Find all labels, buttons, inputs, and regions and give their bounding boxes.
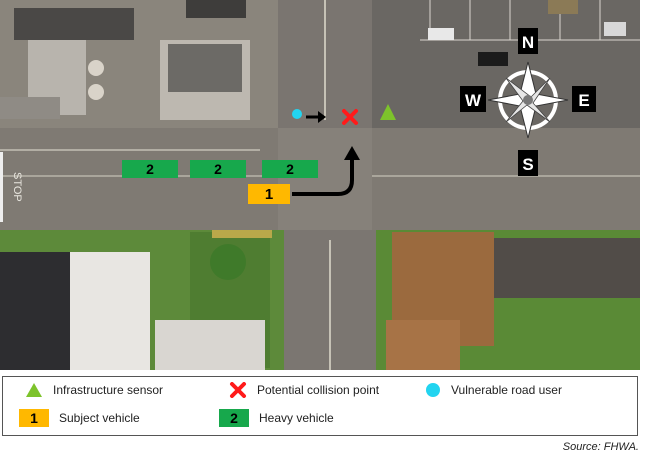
heavy-vehicle-badge	[122, 160, 178, 178]
legend-item-heavy-vehicle: 2 Heavy vehicle	[219, 407, 334, 429]
vru-arrowhead	[318, 111, 326, 123]
heavy-vehicle-badge	[262, 160, 318, 178]
nw-building-roof	[14, 8, 134, 40]
umbrella	[88, 60, 104, 76]
nw-building-2-roof	[168, 44, 242, 92]
se-houses-dark	[494, 238, 640, 298]
stop-marking: STOP	[11, 172, 23, 202]
hedge	[212, 230, 272, 238]
sw-building-2	[155, 320, 265, 370]
red-x-icon	[230, 382, 246, 398]
parked-car	[478, 52, 508, 66]
legend-label: Infrastructure sensor	[53, 383, 164, 397]
subject-vehicle-path	[292, 158, 354, 196]
subject-vehicle-swatch: 1	[19, 409, 49, 427]
heavy-vehicle-swatch: 2	[219, 409, 249, 427]
compass-west-label: W	[465, 91, 482, 110]
compass-rose: N S W E	[460, 28, 596, 176]
compass-south-box	[518, 150, 538, 176]
subject-vehicle-badge	[248, 184, 290, 204]
parked-car	[604, 22, 626, 36]
heavy-vehicle-label: 2	[286, 161, 294, 177]
parked-car	[428, 28, 454, 40]
legend-label: Potential collision point	[257, 383, 380, 397]
crosswalk-west	[0, 152, 3, 222]
subject-vehicle-arrowhead	[344, 146, 360, 160]
legend-item-collision-point: Potential collision point	[229, 379, 379, 401]
nw-building-3	[186, 0, 246, 18]
compass-east-label: E	[578, 91, 589, 110]
sw-apartment-roof	[0, 252, 70, 370]
legend-label: Heavy vehicle	[259, 411, 334, 425]
tree	[210, 244, 246, 280]
heavy-vehicle-label: 2	[146, 161, 154, 177]
legend-label: Subject vehicle	[59, 411, 140, 425]
legend-item-vulnerable-road-user: Vulnerable road user	[425, 379, 562, 401]
infrastructure-sensor-marker	[380, 104, 396, 120]
source-credit: Source: FHWA.	[562, 441, 639, 453]
heavy-vehicle-label: 2	[214, 161, 222, 177]
subject-vehicle-label: 1	[265, 186, 273, 203]
cyan-circle-icon	[426, 383, 440, 397]
legend: Infrastructure sensor Potential collisio…	[2, 376, 638, 436]
se-house-2-roof	[386, 320, 460, 370]
parked-car	[548, 0, 578, 14]
compass-north-label: N	[522, 33, 534, 52]
intersection-scene: STOP 2 2 2	[0, 0, 640, 370]
aerial-view: STOP 2 2 2	[0, 0, 640, 370]
nw-building-4	[0, 97, 60, 119]
legend-item-subject-vehicle: 1 Subject vehicle	[19, 407, 140, 429]
heavy-vehicle-badge	[190, 160, 246, 178]
umbrella	[88, 84, 104, 100]
legend-item-infrastructure-sensor: Infrastructure sensor	[25, 379, 163, 401]
legend-label: Vulnerable road user	[451, 383, 562, 397]
intersection	[278, 128, 372, 230]
compass-north-box	[518, 28, 538, 54]
green-triangle-icon	[26, 383, 42, 397]
compass-center	[523, 95, 533, 105]
compass-east-box	[572, 86, 596, 112]
vulnerable-road-user-marker	[292, 109, 302, 119]
compass-south-label: S	[522, 155, 533, 174]
compass-west-box	[460, 86, 486, 112]
collision-point-marker	[342, 109, 358, 125]
